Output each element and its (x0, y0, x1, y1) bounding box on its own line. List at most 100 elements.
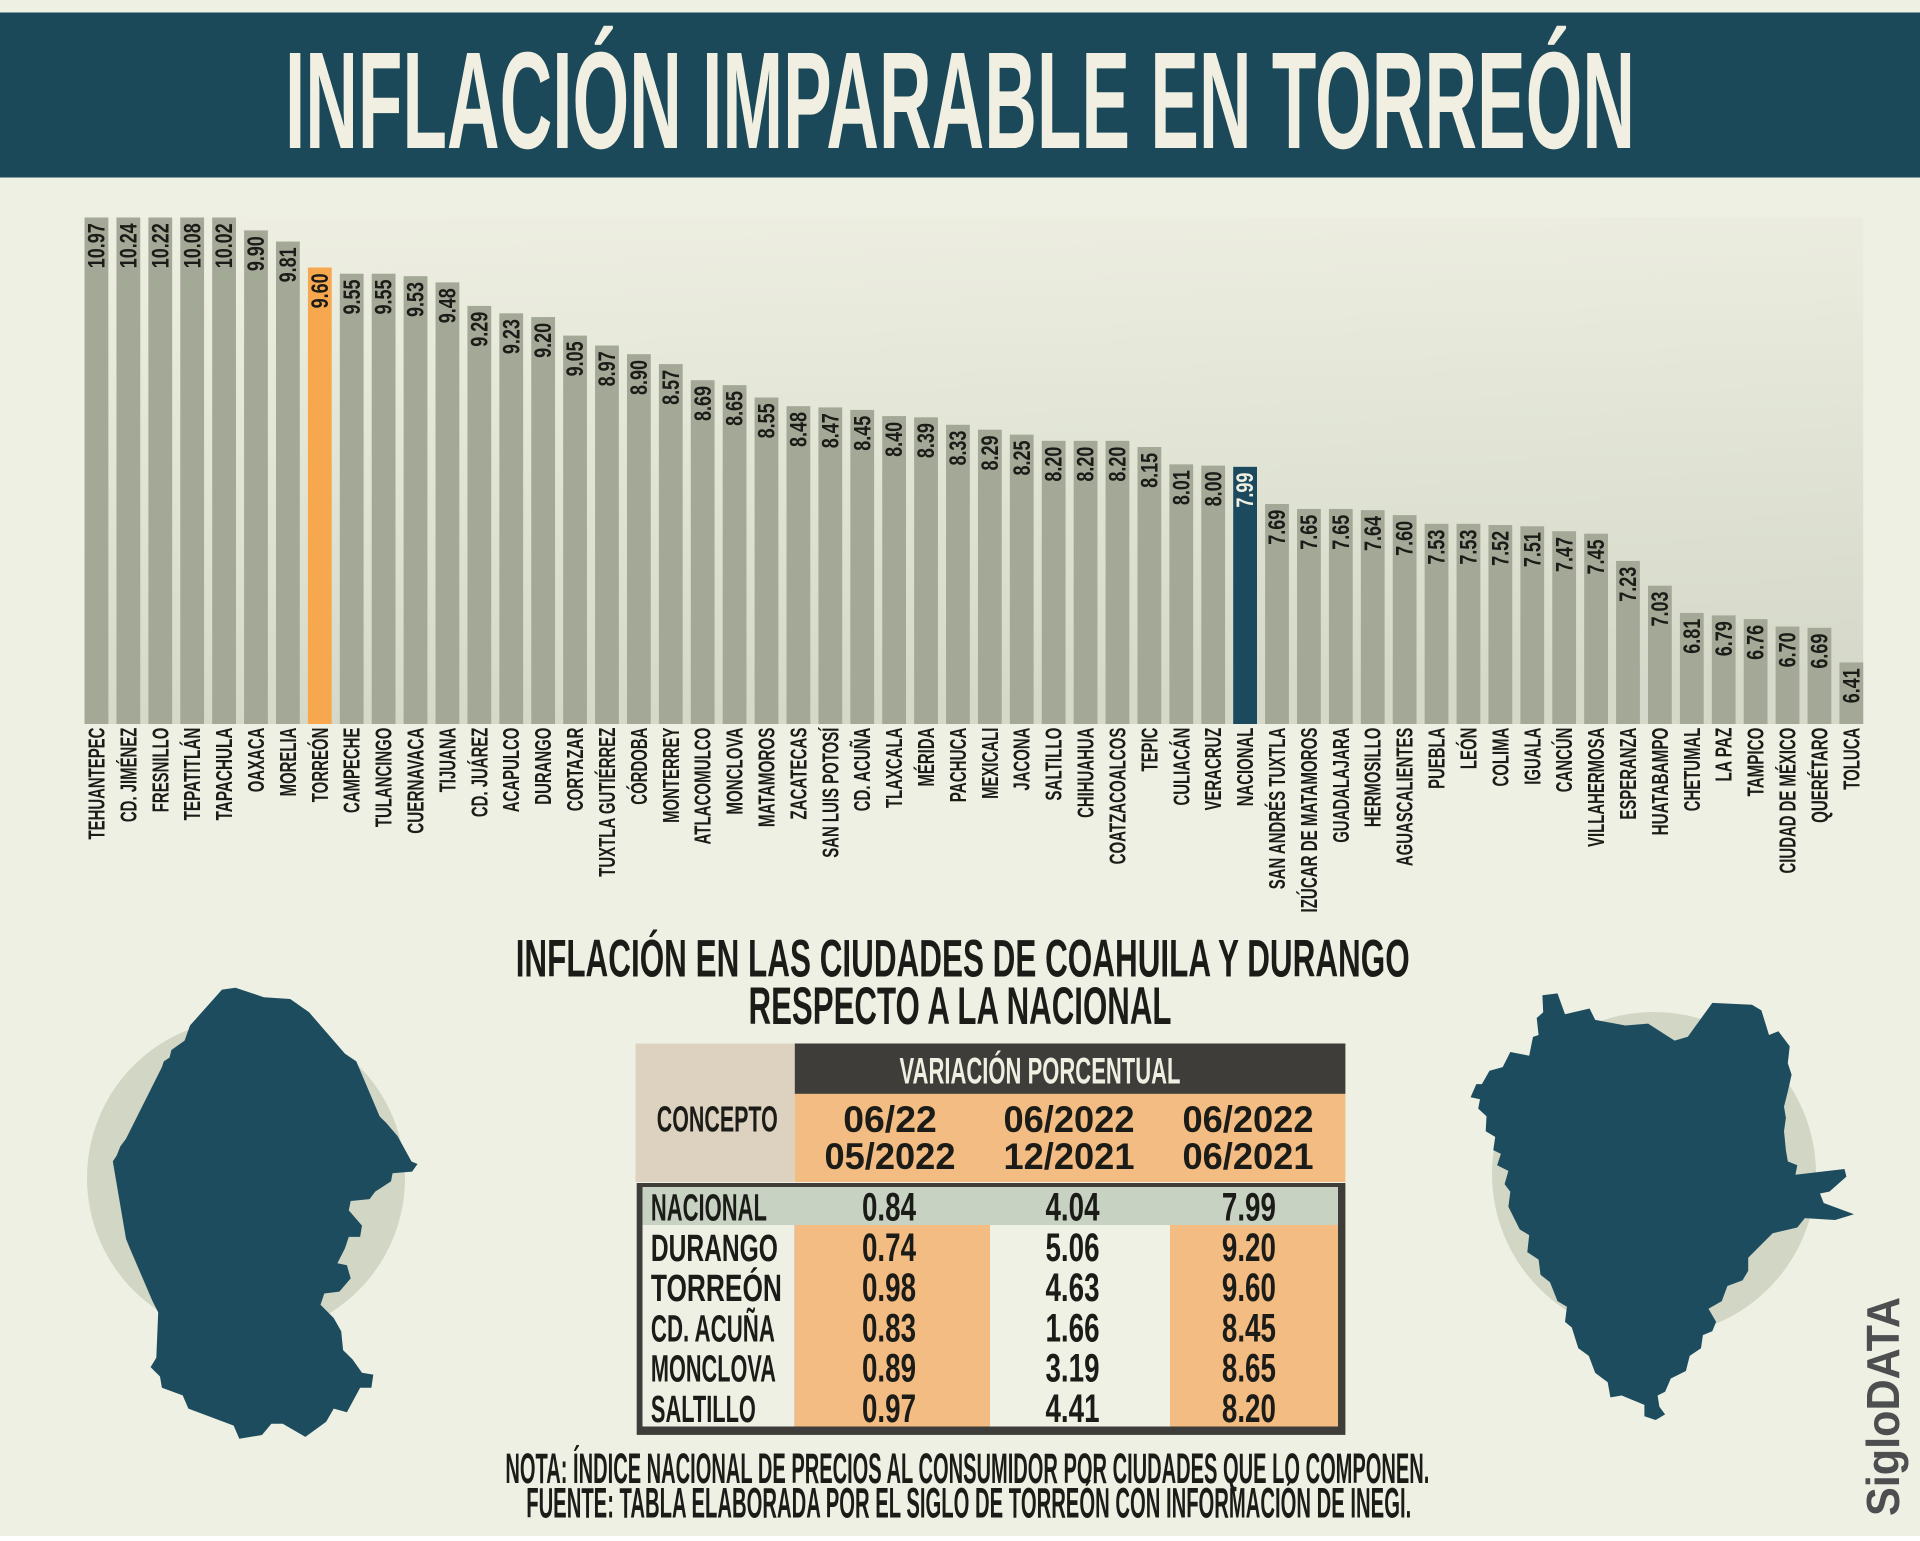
svg-text:8.01: 8.01 (1168, 470, 1195, 505)
svg-text:MONTERREY: MONTERREY (658, 727, 684, 822)
svg-text:TEPIC: TEPIC (1136, 728, 1162, 772)
svg-text:LA PAZ: LA PAZ (1711, 728, 1737, 782)
svg-text:CD. ACUÑA: CD. ACUÑA (848, 728, 875, 812)
svg-text:FUENTE: TABLA ELABORADA POR EL: FUENTE: TABLA ELABORADA POR EL SIGLO DE … (526, 1479, 1411, 1528)
svg-text:6.76: 6.76 (1743, 625, 1770, 660)
svg-text:8.55: 8.55 (754, 403, 781, 438)
svg-text:7.47: 7.47 (1551, 537, 1578, 572)
svg-text:8.47: 8.47 (817, 413, 844, 448)
svg-text:ACAPULCO: ACAPULCO (498, 728, 524, 813)
svg-text:8.57: 8.57 (658, 370, 685, 405)
svg-text:06/2022: 06/2022 (1183, 1098, 1314, 1140)
svg-text:6.81: 6.81 (1679, 619, 1706, 654)
svg-text:DURANGO: DURANGO (530, 728, 556, 805)
svg-text:06/22: 06/22 (843, 1098, 937, 1140)
svg-text:8.45: 8.45 (1222, 1306, 1276, 1350)
svg-text:TAPACHULA: TAPACHULA (211, 728, 237, 821)
svg-text:ATLACOMULCO: ATLACOMULCO (690, 728, 716, 845)
svg-text:0.98: 0.98 (862, 1266, 916, 1310)
svg-text:05/2022: 05/2022 (825, 1135, 956, 1177)
svg-text:4.04: 4.04 (1046, 1186, 1101, 1230)
svg-text:TULANCINGO: TULANCINGO (371, 728, 397, 828)
svg-text:6.69: 6.69 (1807, 634, 1834, 669)
svg-text:0.97: 0.97 (862, 1387, 916, 1431)
svg-text:7.45: 7.45 (1583, 539, 1610, 574)
svg-text:SALTILLO: SALTILLO (651, 1389, 756, 1431)
svg-text:JACONA: JACONA (1009, 728, 1035, 791)
svg-text:CD. ACUÑA: CD. ACUÑA (651, 1306, 775, 1350)
svg-text:PACHUCA: PACHUCA (945, 728, 971, 803)
svg-text:GUADALAJARA: GUADALAJARA (1328, 728, 1354, 843)
svg-text:3.19: 3.19 (1046, 1347, 1100, 1391)
svg-text:CONCEPTO: CONCEPTO (657, 1099, 778, 1140)
svg-text:5.06: 5.06 (1046, 1226, 1100, 1270)
svg-text:TAMPICO: TAMPICO (1743, 728, 1769, 797)
svg-text:9.20: 9.20 (530, 323, 557, 358)
svg-text:TOLUCA: TOLUCA (1838, 728, 1864, 790)
svg-text:9.20: 9.20 (1222, 1226, 1276, 1270)
svg-text:6.70: 6.70 (1775, 632, 1802, 667)
svg-text:7.52: 7.52 (1487, 531, 1514, 566)
svg-text:COATZACOALCOS: COATZACOALCOS (1104, 728, 1130, 865)
svg-text:HUATABAMPO: HUATABAMPO (1647, 728, 1673, 836)
svg-text:8.69: 8.69 (690, 386, 717, 421)
svg-text:SAN LUIS POTOSÍ: SAN LUIS POTOSÍ (816, 727, 843, 858)
svg-text:8.29: 8.29 (977, 435, 1004, 470)
svg-text:10.02: 10.02 (211, 223, 238, 268)
svg-text:TEPATITLÁN: TEPATITLÁN (178, 728, 205, 821)
svg-text:CD. JUÁREZ: CD. JUÁREZ (465, 728, 492, 818)
svg-text:7.99: 7.99 (1232, 473, 1259, 508)
svg-text:TLAXCALA: TLAXCALA (881, 728, 907, 808)
svg-text:COLIMA: COLIMA (1487, 728, 1513, 787)
svg-text:QUERÉTARO: QUERÉTARO (1805, 728, 1832, 823)
svg-text:8.65: 8.65 (722, 391, 749, 426)
svg-text:PUEBLA: PUEBLA (1424, 728, 1450, 789)
svg-text:10.97: 10.97 (84, 223, 111, 268)
svg-text:8.00: 8.00 (1200, 471, 1227, 506)
svg-text:CORTAZAR: CORTAZAR (562, 728, 588, 812)
svg-text:CULIACÁN: CULIACÁN (1167, 728, 1194, 806)
svg-text:NACIONAL: NACIONAL (651, 1188, 767, 1230)
svg-text:7.53: 7.53 (1424, 530, 1451, 565)
svg-text:MONCLOVA: MONCLOVA (651, 1349, 776, 1391)
svg-text:9.55: 9.55 (339, 280, 366, 315)
svg-text:MORELIA: MORELIA (275, 728, 301, 797)
svg-text:CHETUMAL: CHETUMAL (1679, 728, 1705, 812)
svg-text:DURANGO: DURANGO (651, 1228, 778, 1270)
svg-text:8.48: 8.48 (786, 412, 813, 447)
svg-text:CIUDAD DE MÉXICO: CIUDAD DE MÉXICO (1774, 728, 1801, 874)
svg-text:SigloDATA: SigloDATA (1857, 1297, 1909, 1516)
svg-text:ESPERANZA: ESPERANZA (1615, 728, 1641, 820)
svg-text:8.39: 8.39 (913, 423, 940, 458)
svg-text:CUERNAVACA: CUERNAVACA (403, 728, 429, 834)
svg-text:RESPECTO A LA NACIONAL: RESPECTO A LA NACIONAL (749, 977, 1172, 1036)
svg-text:MÉRIDA: MÉRIDA (912, 728, 939, 787)
svg-text:ZACATECAS: ZACATECAS (785, 728, 811, 820)
svg-text:8.97: 8.97 (594, 351, 621, 386)
svg-text:CAMPECHE: CAMPECHE (339, 728, 365, 813)
svg-text:7.69: 7.69 (1264, 510, 1291, 545)
svg-text:8.20: 8.20 (1105, 447, 1132, 482)
svg-text:9.23: 9.23 (498, 319, 525, 354)
svg-text:TEHUANTEPEC: TEHUANTEPEC (83, 728, 109, 840)
svg-text:MATAMOROS: MATAMOROS (754, 728, 780, 828)
svg-text:IGUALA: IGUALA (1519, 728, 1545, 785)
svg-text:1.66: 1.66 (1046, 1306, 1100, 1350)
svg-text:7.65: 7.65 (1296, 515, 1323, 550)
svg-text:NACIONAL: NACIONAL (1232, 728, 1258, 807)
svg-text:TUXTLA GUTIÉRREZ: TUXTLA GUTIÉRREZ (593, 728, 620, 877)
svg-text:FRESNILLO: FRESNILLO (147, 728, 173, 813)
svg-text:TORREÓN: TORREÓN (306, 728, 333, 803)
svg-text:9.48: 9.48 (435, 288, 462, 323)
svg-text:9.81: 9.81 (275, 247, 302, 282)
svg-text:HERMOSILLO: HERMOSILLO (1360, 728, 1386, 828)
svg-text:OAXACA: OAXACA (243, 728, 269, 793)
svg-text:8.15: 8.15 (1136, 453, 1163, 488)
svg-text:TORREÓN: TORREÓN (651, 1266, 782, 1310)
svg-text:8.40: 8.40 (881, 422, 908, 457)
svg-text:SALTILLO: SALTILLO (1041, 728, 1067, 801)
svg-text:0.84: 0.84 (862, 1186, 917, 1230)
svg-text:8.20: 8.20 (1041, 447, 1068, 482)
svg-text:INFLACIÓN IMPARABLE EN TORREÓN: INFLACIÓN IMPARABLE EN TORREÓN (285, 24, 1635, 178)
svg-text:06/2022: 06/2022 (1004, 1098, 1135, 1140)
